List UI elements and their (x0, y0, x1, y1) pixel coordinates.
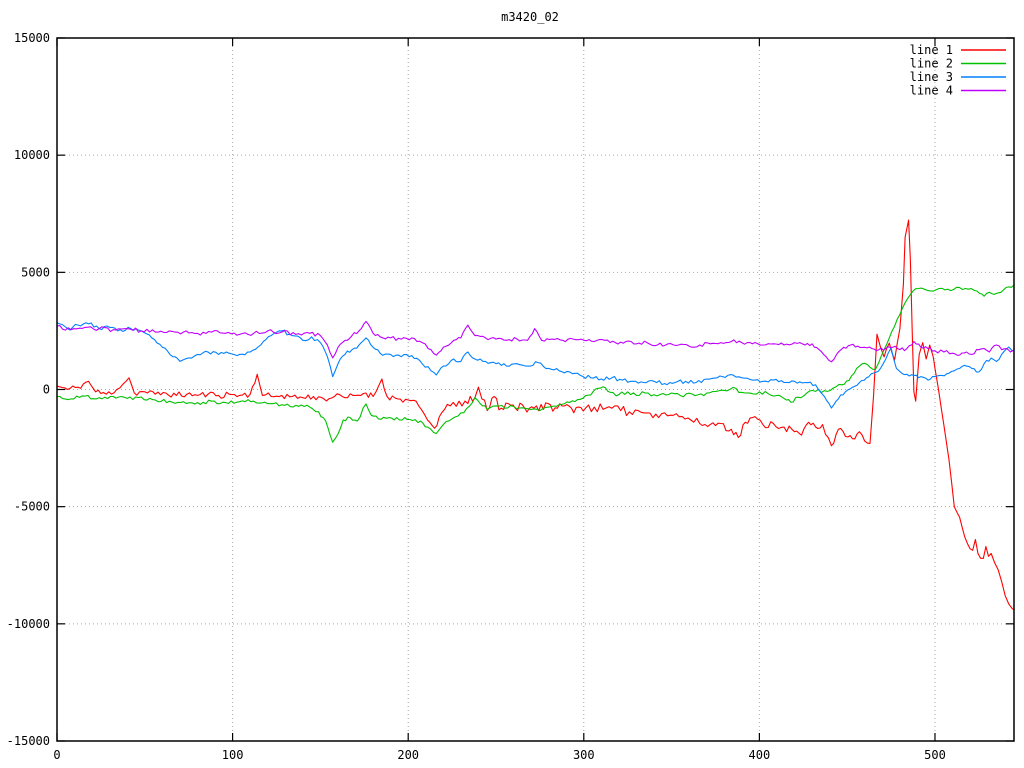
series-2 (57, 284, 1015, 443)
series-3 (56, 322, 1015, 409)
y-tick-label-15000: 15000 (14, 31, 50, 45)
series-1 (56, 219, 1015, 611)
y-tick-label--5000: -5000 (14, 500, 50, 514)
x-tick-label-0: 0 (53, 748, 60, 762)
x-tick-label-100: 100 (222, 748, 244, 762)
x-tick-label-400: 400 (749, 748, 771, 762)
y-tick-label-5000: 5000 (21, 265, 50, 279)
legend-label-3: line 3 (910, 70, 953, 84)
y-tick-label--10000: -10000 (7, 617, 50, 631)
x-tick-label-200: 200 (397, 748, 419, 762)
y-tick-label-0: 0 (43, 383, 50, 397)
chart-title: m3420_02 (501, 10, 559, 24)
x-tick-label-300: 300 (573, 748, 595, 762)
legend-label-2: line 2 (910, 57, 953, 71)
legend-label-1: line 1 (910, 43, 953, 57)
y-tick-label--15000: -15000 (7, 734, 50, 748)
plot-border (56, 37, 1015, 742)
x-tick-label-500: 500 (924, 748, 946, 762)
y-tick-label-10000: 10000 (14, 148, 50, 162)
legend-label-4: line 4 (910, 84, 953, 98)
series-4 (56, 320, 1015, 363)
